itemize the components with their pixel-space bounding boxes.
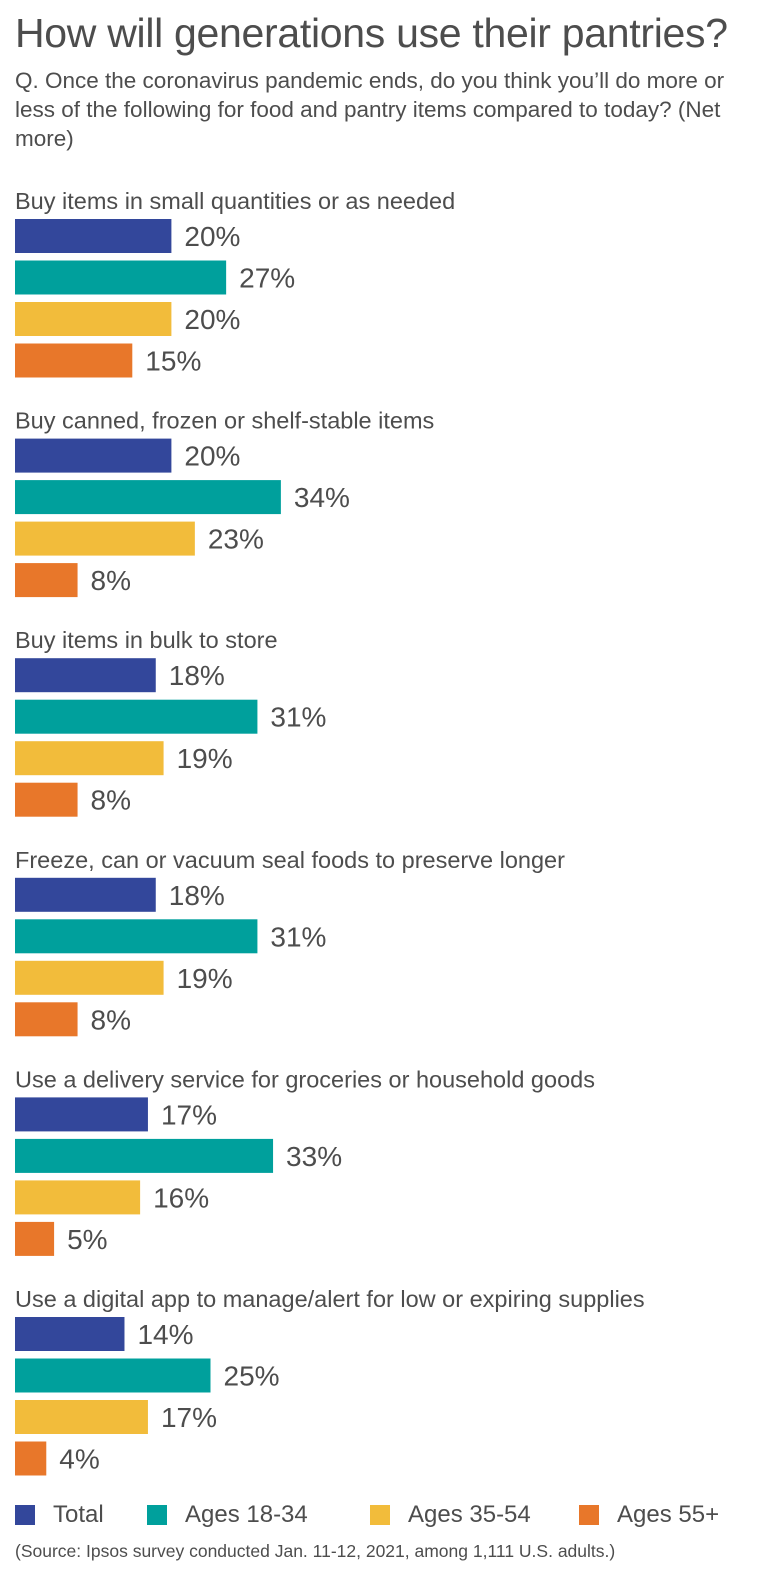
bar [15,480,281,515]
bar [15,1221,55,1256]
data-label: 25% [224,1361,280,1392]
legend-label: Ages 18-34 [185,1501,308,1528]
category-label: Use a delivery service for groceries or … [15,1066,595,1092]
category-label: Use a digital app to manage/alert for lo… [15,1286,645,1312]
data-label: 23% [208,524,264,555]
data-label: 18% [169,880,225,911]
data-label: 8% [91,785,131,816]
legend-label: Total [53,1501,104,1528]
data-label: 27% [239,263,295,294]
chart-title: How will generations use their pantries? [15,10,728,56]
data-label: 5% [67,1224,107,1255]
bar [15,219,172,253]
bar [15,1002,78,1037]
data-label: 18% [169,660,225,691]
data-label: 34% [294,482,350,513]
bar [15,1400,148,1434]
bar [15,741,164,776]
bar [15,1138,274,1173]
bar-chart: Buy items in small quantities or as need… [15,188,645,1476]
data-label: 8% [91,1004,131,1035]
legend-swatch [147,1505,167,1525]
category-label: Freeze, can or vacuum seal foods to pres… [15,847,565,873]
bar [15,438,172,473]
legend-label: Ages 55+ [617,1501,720,1528]
data-label: 20% [184,441,240,472]
bar [15,699,258,734]
bar [15,1358,211,1393]
bar [15,521,195,556]
bar [15,1441,47,1476]
data-label: 14% [137,1319,193,1350]
legend-swatch [370,1505,390,1525]
bar [15,343,133,378]
category-label: Buy canned, frozen or shelf-stable items [15,408,434,434]
data-label: 17% [161,1099,217,1130]
bar [15,782,78,817]
bar [15,877,156,912]
data-label: 19% [177,963,233,994]
bar [15,302,172,336]
chart-subtitle: Q. Once the coronavirus pandemic ends, d… [15,68,725,151]
data-label: 15% [145,346,201,377]
category-label: Buy items in small quantities or as need… [15,188,455,214]
data-label: 8% [91,565,131,596]
legend: Total Ages 18-34 Ages 35-54 Ages 55+ [15,1500,755,1530]
data-label: 31% [270,921,326,952]
data-label: 33% [286,1141,342,1172]
bar [15,563,78,598]
data-label: 20% [184,221,240,252]
bar [15,960,164,995]
bar [15,658,156,693]
bar [15,1317,125,1351]
data-label: 20% [184,304,240,335]
data-label: 17% [161,1402,217,1433]
data-label: 19% [177,743,233,774]
data-label: 31% [270,702,326,733]
bar [15,260,227,295]
data-label: 16% [153,1182,209,1213]
legend-label: Ages 35-54 [408,1501,531,1528]
category-label: Buy items in bulk to store [15,627,278,653]
bar [15,1180,141,1215]
legend-swatch [579,1505,599,1525]
source-note: (Source: Ipsos survey conducted Jan. 11-… [15,1541,616,1561]
bar [15,919,258,954]
data-label: 4% [59,1444,99,1475]
legend-swatch [15,1505,35,1525]
bar [15,1097,148,1132]
